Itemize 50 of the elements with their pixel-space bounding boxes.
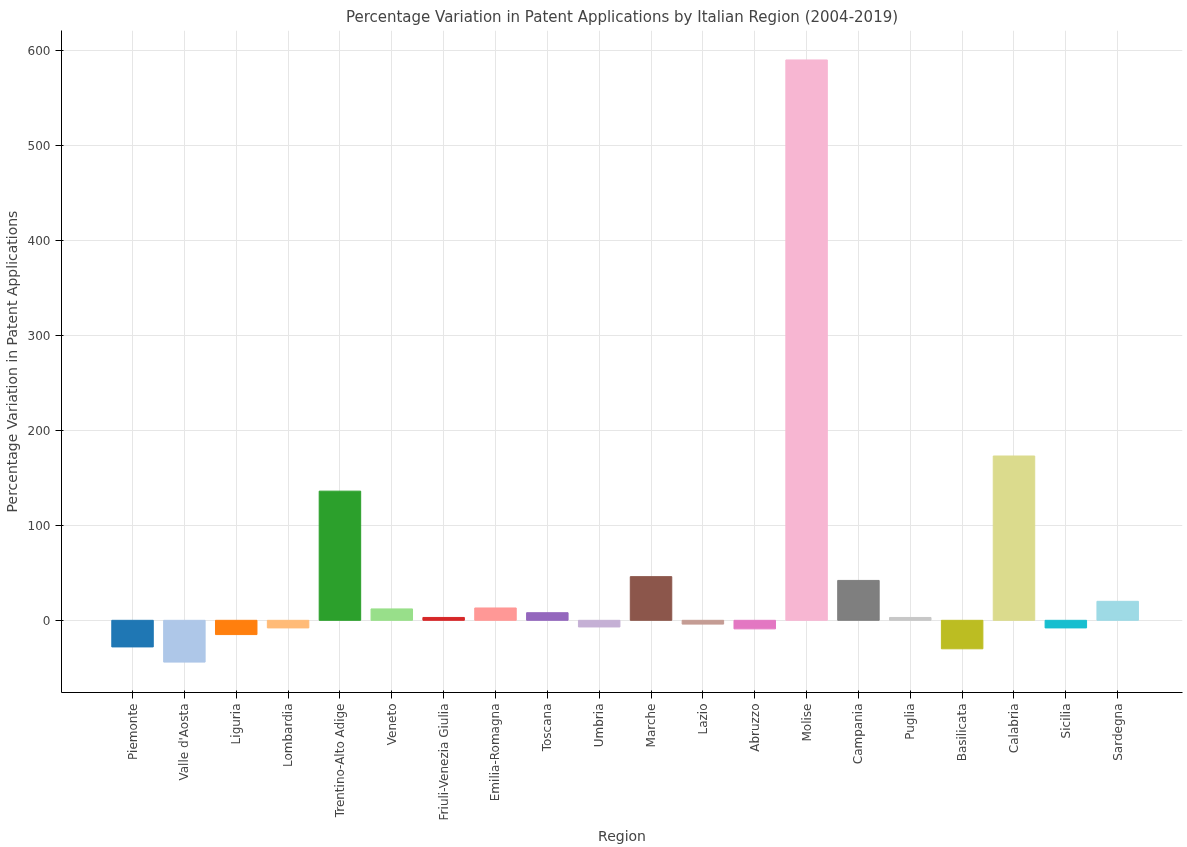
y-tick-label: 100 <box>27 518 51 533</box>
x-tick-label: Veneto <box>384 703 399 746</box>
bar <box>629 576 673 621</box>
y-axis-title: Percentage Variation in Patent Applications <box>3 210 20 513</box>
y-tick-label: 500 <box>27 138 51 153</box>
bar <box>318 490 362 621</box>
x-tick-label: Marche <box>644 703 659 748</box>
x-tick-label: Friuli-Venezia Giulia <box>436 703 451 821</box>
bar <box>422 616 465 621</box>
bar <box>785 59 828 621</box>
bar <box>733 619 776 630</box>
bar <box>1044 619 1088 629</box>
x-tick-label: Emilia-Romagna <box>488 703 503 802</box>
bar <box>889 616 932 621</box>
x-tick-label: Puglia <box>903 703 918 740</box>
bar <box>266 619 310 629</box>
bar <box>214 619 258 636</box>
x-tick-label: Sicilia <box>1058 703 1073 739</box>
x-tick-label: Toscana <box>540 703 555 753</box>
x-tick-label: Piemonte <box>125 703 140 760</box>
x-axis-title: Region <box>598 828 646 845</box>
x-tick-label: Abruzzo <box>747 703 762 752</box>
y-tick-label: 200 <box>27 423 51 438</box>
x-tick-label: Liguria <box>229 703 244 745</box>
x-tick-label: Basilicata <box>955 703 970 762</box>
x-tick-label: Lazio <box>695 703 710 735</box>
bar <box>992 455 1036 621</box>
y-tick-label: 600 <box>27 43 51 58</box>
x-tick-label: Umbria <box>592 703 607 748</box>
bar <box>681 619 725 625</box>
bar <box>526 612 569 621</box>
x-tick-label: Molise <box>799 703 814 742</box>
x-tick-label: Campania <box>851 703 866 765</box>
bar <box>837 579 880 621</box>
y-tick-label: 0 <box>42 613 51 628</box>
x-tick-label: Valle d'Aosta <box>177 703 192 781</box>
y-tick-label: 300 <box>27 328 51 343</box>
bar <box>940 619 984 650</box>
bar <box>370 608 414 621</box>
x-tick-label: Calabria <box>1006 703 1021 754</box>
bar <box>111 619 154 648</box>
bar <box>163 619 206 663</box>
x-tick-label: Lombardia <box>281 703 296 767</box>
bar <box>1096 600 1139 621</box>
chart-title: Percentage Variation in Patent Applications by Italian Region (2004-2019) <box>345 7 899 26</box>
bar <box>474 607 517 621</box>
y-tick-label: 400 <box>27 233 51 248</box>
x-tick-label: Sardegna <box>1110 703 1125 761</box>
bar <box>577 619 621 628</box>
x-tick-label: Trentino-Alto Adige <box>332 703 347 819</box>
